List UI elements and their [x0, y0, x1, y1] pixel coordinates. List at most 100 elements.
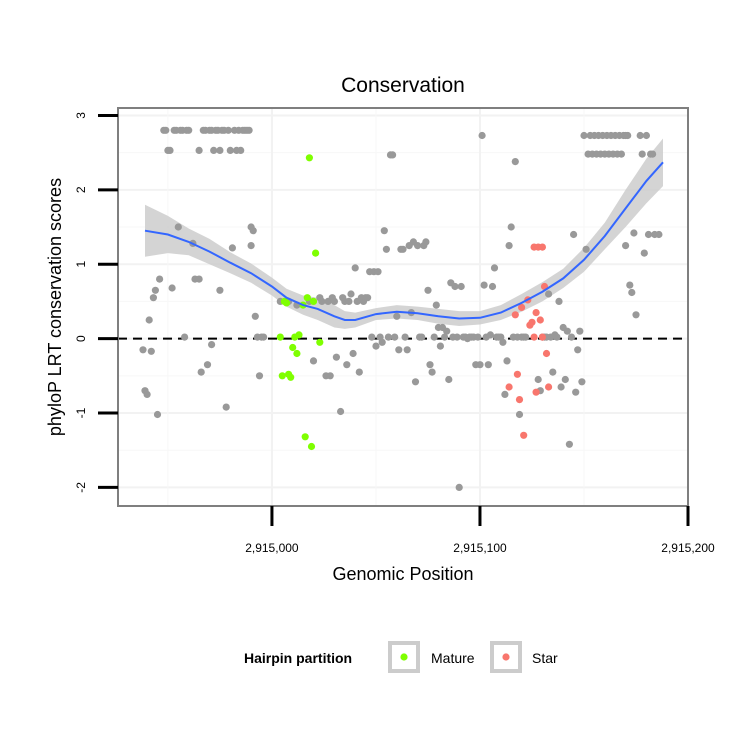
point-star [538, 243, 547, 251]
point-other [174, 223, 182, 231]
legend-label-star: Star [532, 650, 558, 666]
point-other [515, 410, 524, 419]
point-other [309, 357, 318, 365]
point-other [368, 333, 376, 341]
point-other [185, 126, 193, 134]
point-other [168, 284, 176, 292]
point-other [545, 290, 553, 298]
point-star [511, 311, 519, 319]
point-other [649, 150, 657, 158]
legend: Hairpin partition Mature Star [244, 641, 558, 673]
point-other [422, 238, 430, 246]
point-other [216, 286, 224, 294]
point-other [347, 290, 355, 298]
point-other [222, 403, 230, 411]
point-star [536, 316, 544, 324]
point-other [401, 333, 409, 341]
point-other [197, 368, 205, 376]
point-other [617, 150, 626, 158]
point-other [549, 368, 557, 376]
point-other [382, 245, 390, 253]
legend-dot-star [502, 653, 510, 661]
point-mature [307, 442, 316, 451]
point-other [443, 327, 451, 335]
point-other [445, 375, 453, 384]
point-mature [316, 338, 324, 346]
grid-lines [118, 108, 689, 506]
point-other [343, 361, 351, 369]
point-other [574, 346, 582, 354]
point-other [563, 327, 571, 335]
point-other [626, 281, 634, 289]
point-other [457, 282, 465, 291]
point-star [530, 333, 538, 341]
point-other [149, 294, 157, 302]
legend-item-star: Star [490, 641, 558, 673]
point-other [143, 390, 151, 398]
point-other [181, 333, 189, 341]
point-mature [303, 294, 311, 302]
point-other [624, 131, 632, 140]
point-mature [305, 154, 313, 162]
point-other [567, 333, 576, 341]
point-other [195, 275, 203, 283]
y-tick-label: -1 [74, 407, 88, 418]
legend-title: Hairpin partition [244, 650, 352, 666]
point-mature [309, 297, 318, 305]
point-other [534, 375, 542, 384]
point-other [374, 268, 382, 276]
data-points [139, 126, 663, 491]
y-axis-title: phyloP LRT conservation scores [45, 178, 65, 436]
point-other [553, 333, 561, 341]
point-other [403, 346, 411, 354]
point-other [216, 146, 224, 154]
point-other [644, 230, 653, 239]
point-other [474, 333, 482, 341]
point-other [480, 281, 488, 289]
point-other [572, 388, 580, 396]
smooth-trend-line [144, 161, 664, 321]
point-mature [276, 333, 284, 341]
point-other [565, 440, 574, 448]
point-other [424, 286, 432, 294]
point-mature [312, 249, 320, 257]
point-other [249, 227, 257, 235]
point-other [632, 311, 640, 319]
point-other [237, 146, 245, 154]
x-axis: 2,915,000 2,915,100 2,915,200 [245, 506, 715, 555]
point-other [260, 333, 268, 341]
point-other [655, 230, 663, 239]
y-tick-label: -2 [74, 482, 88, 493]
x-axis-title: Genomic Position [332, 564, 473, 584]
point-other [337, 407, 345, 416]
point-star [518, 303, 526, 311]
point-mature [278, 372, 286, 380]
y-axis: -2 -1 0 1 2 3 [74, 112, 118, 493]
point-other [503, 357, 511, 365]
point-other [557, 383, 565, 391]
confidence-ribbon [145, 138, 663, 329]
point-other [490, 264, 499, 272]
point-other [582, 245, 590, 253]
point-other [380, 227, 388, 235]
point-mature [287, 373, 295, 381]
point-star [538, 333, 547, 341]
chart-title: Conservation [341, 74, 465, 97]
point-other [145, 316, 153, 324]
point-other [578, 378, 586, 386]
point-other [499, 338, 507, 346]
point-other [476, 361, 484, 369]
point-other [630, 229, 638, 237]
point-other [636, 131, 644, 140]
point-star [505, 383, 513, 391]
point-other [453, 333, 461, 341]
point-other [162, 126, 170, 134]
point-other [355, 368, 363, 376]
point-other [511, 158, 519, 166]
point-other [245, 126, 253, 134]
point-other [255, 372, 264, 380]
point-other [364, 294, 372, 302]
point-other [395, 346, 403, 354]
point-other [484, 361, 492, 369]
point-other [628, 288, 636, 297]
